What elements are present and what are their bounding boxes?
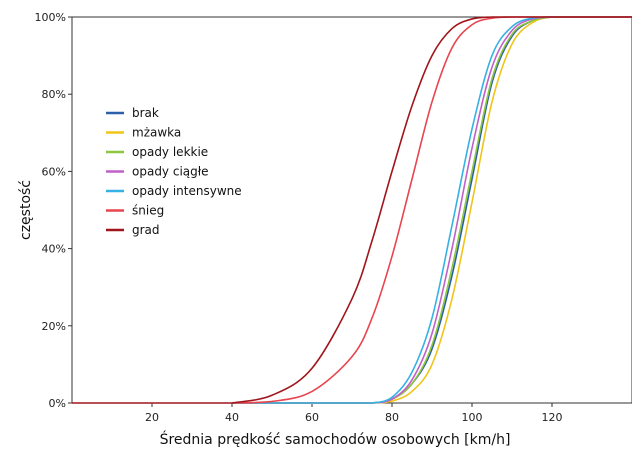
legend-label-4: opady intensywne bbox=[132, 184, 242, 198]
y-axis: 0% 20% 40% 60% 80% 100% bbox=[35, 11, 72, 410]
y-tick-label: 60% bbox=[42, 165, 66, 178]
legend-label-5: śnieg bbox=[132, 204, 164, 218]
y-axis-label: częstość bbox=[18, 180, 34, 240]
legend-label-2: opady lekkie bbox=[132, 145, 208, 159]
x-axis-label: Średnia prędkość samochodów osobowych [k… bbox=[160, 430, 511, 448]
legend-label-1: mżawka bbox=[132, 126, 181, 140]
legend-label-3: opady ciągłe bbox=[132, 165, 209, 179]
y-tick-label: 80% bbox=[42, 88, 66, 101]
x-tick-label: 60 bbox=[305, 411, 319, 424]
y-tick-label: 0% bbox=[49, 397, 66, 410]
y-tick-label: 20% bbox=[42, 320, 66, 333]
x-axis: 20 40 60 80 100 120 bbox=[145, 403, 563, 424]
x-tick-label: 80 bbox=[385, 411, 399, 424]
y-tick-label: 40% bbox=[42, 243, 66, 256]
series-lines bbox=[72, 16, 632, 404]
x-tick-label: 120 bbox=[542, 411, 563, 424]
x-tick-label: 20 bbox=[145, 411, 159, 424]
plot-area bbox=[71, 16, 632, 404]
x-tick-label: 40 bbox=[225, 411, 239, 424]
legend-label-6: grad bbox=[132, 223, 160, 237]
x-tick-label: 100 bbox=[462, 411, 483, 424]
series-line-6 bbox=[231, 16, 632, 404]
legend: brak mżawka opady lekkie opady ciągłe opady … bbox=[106, 106, 242, 237]
y-tick-label: 100% bbox=[35, 11, 66, 24]
legend-label-0: brak bbox=[132, 106, 159, 120]
